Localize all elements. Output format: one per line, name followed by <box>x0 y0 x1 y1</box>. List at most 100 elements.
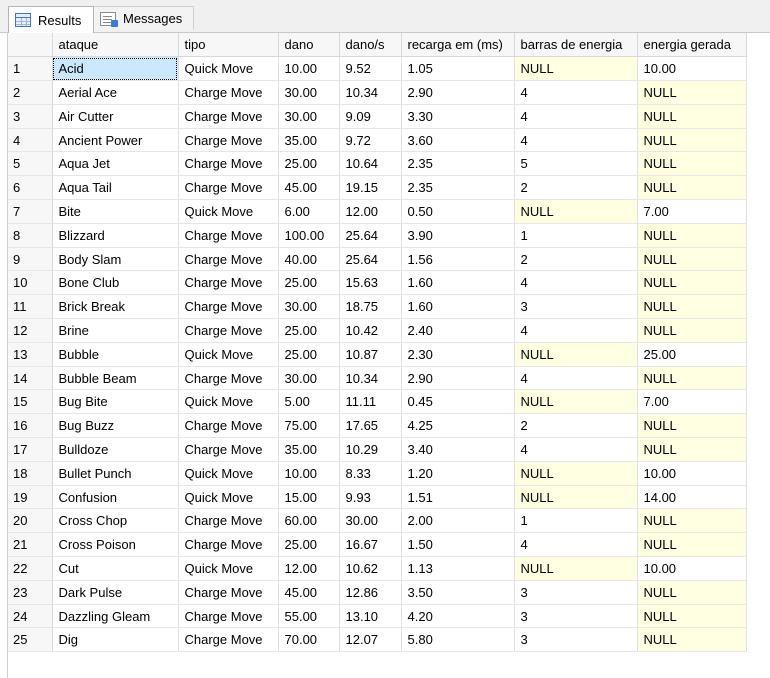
grid-cell[interactable]: 30.00 <box>278 366 340 391</box>
grid-cell[interactable]: Charge Move <box>178 175 279 201</box>
grid-cell[interactable]: 10.00 <box>637 556 747 581</box>
column-header[interactable]: tipo <box>178 33 279 58</box>
grid-cell[interactable]: 100.00 <box>278 223 340 248</box>
grid-cell[interactable]: Blizzard <box>52 223 179 248</box>
grid-cell[interactable]: NULL <box>637 604 747 629</box>
grid-cell[interactable]: 9.93 <box>339 485 402 510</box>
row-number[interactable]: 15 <box>8 389 53 415</box>
grid-cell[interactable]: Cross Poison <box>52 532 179 558</box>
grid-cell[interactable]: NULL <box>514 342 638 367</box>
grid-cell[interactable]: 2 <box>514 247 638 272</box>
grid-cell[interactable]: Bullet Punch <box>52 461 179 486</box>
grid-cell[interactable]: 2.90 <box>401 366 515 391</box>
grid-cell[interactable]: 0.45 <box>401 389 515 415</box>
grid-cell[interactable]: 12.07 <box>339 627 402 653</box>
table-row[interactable]: 21 Cross Poison Charge Move 25.00 16.67 1.50 4… <box>8 532 747 558</box>
grid-cell[interactable]: Bulldoze <box>52 437 179 462</box>
grid-cell[interactable]: 2.35 <box>401 151 515 177</box>
grid-cell[interactable]: 12.00 <box>278 556 340 581</box>
grid-cell[interactable]: NULL <box>514 389 638 415</box>
grid-cell[interactable]: Charge Move <box>178 366 279 391</box>
row-number[interactable]: 17 <box>8 437 53 462</box>
column-header[interactable]: ataque <box>52 33 179 58</box>
grid-cell[interactable]: 4 <box>514 128 638 153</box>
row-number[interactable]: 18 <box>8 461 53 486</box>
grid-cell[interactable]: 3.90 <box>401 223 515 248</box>
grid-cell[interactable]: 1.60 <box>401 270 515 296</box>
grid-cell[interactable]: Charge Move <box>178 627 279 653</box>
grid-cell[interactable]: 18.75 <box>339 294 402 320</box>
table-row[interactable]: 13 Bubble Quick Move 25.00 10.87 2.30 NULL 25.0… <box>8 342 747 367</box>
row-number[interactable]: 2 <box>8 80 53 105</box>
grid-cell[interactable]: 13.10 <box>339 604 402 629</box>
row-number[interactable]: 6 <box>8 175 53 201</box>
grid-cell[interactable]: 30.00 <box>278 104 340 129</box>
header-corner[interactable] <box>8 33 53 58</box>
grid-cell[interactable]: 5 <box>514 151 638 177</box>
grid-cell[interactable]: 9.52 <box>339 56 402 82</box>
grid-cell[interactable]: 3.60 <box>401 128 515 153</box>
grid-cell[interactable]: 55.00 <box>278 604 340 629</box>
grid-cell[interactable]: NULL <box>637 627 747 653</box>
grid-cell[interactable]: Quick Move <box>178 56 279 82</box>
grid-cell[interactable]: 10.87 <box>339 342 402 367</box>
grid-cell[interactable]: 2.40 <box>401 318 515 343</box>
grid-cell[interactable]: 4 <box>514 366 638 391</box>
grid-cell[interactable]: 3.50 <box>401 580 515 605</box>
grid-cell[interactable]: Quick Move <box>178 389 279 415</box>
grid-cell[interactable]: 4.20 <box>401 604 515 629</box>
grid-cell[interactable]: NULL <box>637 80 747 105</box>
results-grid[interactable]: ataque tipo dano dano/s recarga em (ms) … <box>8 33 770 678</box>
grid-cell[interactable]: 7.00 <box>637 199 747 224</box>
grid-cell[interactable]: 35.00 <box>278 128 340 153</box>
tab-results[interactable]: Results <box>8 6 94 33</box>
row-number[interactable]: 9 <box>8 247 53 272</box>
grid-cell[interactable]: 10.00 <box>637 56 747 82</box>
grid-cell[interactable]: 10.34 <box>339 80 402 105</box>
grid-cell[interactable]: 1.56 <box>401 247 515 272</box>
grid-cell[interactable]: 3 <box>514 580 638 605</box>
grid-cell[interactable]: NULL <box>514 199 638 224</box>
grid-cell[interactable]: 4 <box>514 532 638 558</box>
grid-cell[interactable]: 8.33 <box>339 461 402 486</box>
grid-cell[interactable]: 75.00 <box>278 413 340 439</box>
grid-cell[interactable]: 10.00 <box>278 56 340 82</box>
row-number[interactable]: 16 <box>8 413 53 439</box>
grid-cell[interactable]: Ancient Power <box>52 128 179 153</box>
grid-cell[interactable]: 1.50 <box>401 532 515 558</box>
grid-cell[interactable]: 10.34 <box>339 366 402 391</box>
grid-cell[interactable]: 1 <box>514 508 638 534</box>
grid-cell[interactable]: 12.86 <box>339 580 402 605</box>
grid-cell[interactable]: Charge Move <box>178 294 279 320</box>
grid-cell[interactable]: Quick Move <box>178 461 279 486</box>
grid-cell[interactable]: Bubble <box>52 342 179 367</box>
table-row[interactable]: 23 Dark Pulse Charge Move 45.00 12.86 3.50 3 NU… <box>8 580 747 605</box>
grid-cell[interactable]: 1.13 <box>401 556 515 581</box>
grid-cell[interactable]: Cut <box>52 556 179 581</box>
grid-cell[interactable]: 15.00 <box>278 485 340 510</box>
row-number[interactable]: 3 <box>8 104 53 129</box>
row-number[interactable]: 14 <box>8 366 53 391</box>
grid-cell[interactable]: NULL <box>637 247 747 272</box>
grid-cell[interactable]: 25.00 <box>278 270 340 296</box>
grid-cell[interactable]: 30.00 <box>339 508 402 534</box>
grid-cell[interactable]: 1.51 <box>401 485 515 510</box>
grid-cell[interactable]: 25.00 <box>278 342 340 367</box>
table-row[interactable]: 10 Bone Club Charge Move 25.00 15.63 1.60 4 NUL… <box>8 270 747 296</box>
grid-cell[interactable]: 4 <box>514 80 638 105</box>
grid-cell[interactable]: 16.67 <box>339 532 402 558</box>
grid-cell[interactable]: 25.00 <box>637 342 747 367</box>
grid-cell[interactable]: Charge Move <box>178 508 279 534</box>
grid-cell[interactable]: Bubble Beam <box>52 366 179 391</box>
grid-cell[interactable]: Charge Move <box>178 604 279 629</box>
grid-cell[interactable]: NULL <box>637 270 747 296</box>
grid-cell[interactable]: Dark Pulse <box>52 580 179 605</box>
table-row[interactable]: 12 Brine Charge Move 25.00 10.42 2.40 4 NULL <box>8 318 747 343</box>
table-row[interactable]: 16 Bug Buzz Charge Move 75.00 17.65 4.25 2 NULL <box>8 413 747 439</box>
grid-cell[interactable]: NULL <box>637 580 747 605</box>
grid-cell[interactable]: Bite <box>52 199 179 224</box>
column-header[interactable]: dano <box>278 33 340 58</box>
grid-cell[interactable]: 1.60 <box>401 294 515 320</box>
table-row[interactable]: 20 Cross Chop Charge Move 60.00 30.00 2.00 1 NU… <box>8 508 747 534</box>
tab-messages[interactable]: Messages <box>94 6 194 30</box>
